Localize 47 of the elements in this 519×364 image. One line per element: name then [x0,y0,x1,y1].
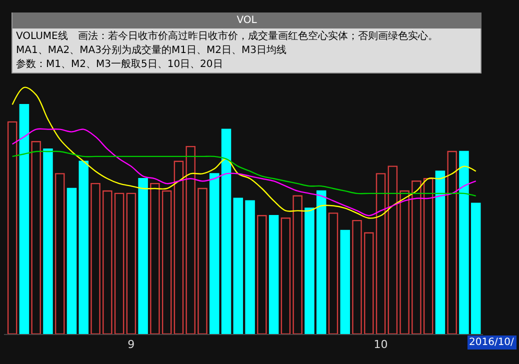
text: 2016/10/ [469,337,515,348]
bar [280,218,291,334]
bar [435,170,446,334]
bar [54,173,65,334]
bar [257,215,267,334]
bar [459,150,469,334]
bar [245,200,255,334]
bar [43,148,53,334]
bar [31,141,41,334]
bar [423,178,434,334]
bar [221,128,232,334]
bar [364,232,374,334]
bar [138,178,148,334]
bar [292,195,302,334]
bar [470,202,481,334]
bar [174,160,184,334]
bar [340,230,350,334]
bar [210,173,220,334]
bar [233,198,244,334]
bar [102,190,112,334]
bar [388,166,398,334]
x-tick-label: 10 [374,338,388,352]
chart-title: VOL [236,15,258,26]
bar [412,180,422,334]
bar [66,188,77,334]
bar [198,188,208,334]
bar [352,220,362,334]
bar [162,190,172,334]
bar [316,190,326,334]
bar [150,182,160,334]
bar [304,208,314,334]
bar [78,160,89,334]
bar [447,150,457,334]
text: MA1、MA2、MA3分别为成交量的M1日、M2日、M3日均线 [16,44,286,56]
bar [400,190,410,334]
bar [126,192,136,334]
bar [114,192,124,334]
bar [90,182,100,334]
text: 参数：M1、M2、M3一般取5日、10日、20日 [16,58,223,70]
bar [376,173,386,334]
x-tick-label: 9 [128,338,135,352]
bar [19,104,30,334]
bar [7,121,18,334]
text: VOLUME线 画法：若今日收市价高过昨日收市价，成交量画红色空心实体；否则画绿色实心。 [16,30,438,42]
bar [186,146,196,334]
bar [268,215,279,334]
bar [328,212,338,334]
